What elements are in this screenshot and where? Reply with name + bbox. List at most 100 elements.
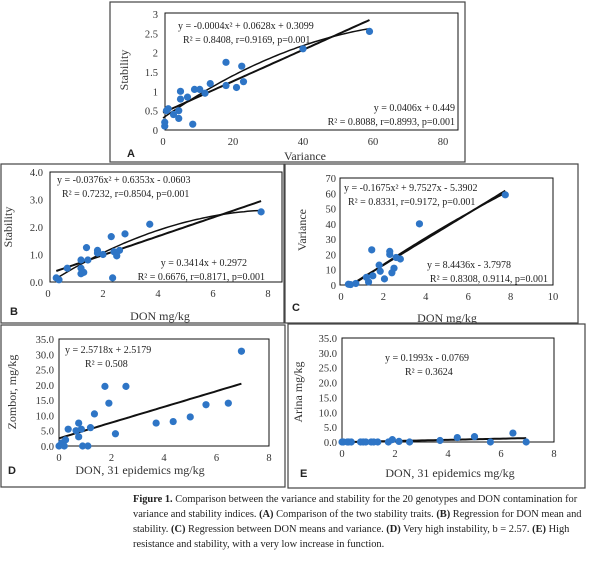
caption-text: Regression for DON mean and stability. [133, 509, 582, 535]
regression-equation: y = 0.3414x + 0.2972 [161, 258, 247, 269]
caption-ref-d: (D) [386, 524, 401, 535]
data-point [84, 442, 92, 450]
x-tick-label: 8 [266, 453, 271, 464]
x-tick-label: 10 [548, 292, 559, 303]
x-tick-label: 6 [498, 449, 503, 460]
data-point [80, 268, 88, 276]
data-point [111, 430, 120, 438]
plot-area [58, 338, 270, 447]
regression-equation: y = 2.5718x + 2.5179 [65, 345, 151, 356]
y-tick-label: 0.0 [324, 438, 337, 449]
data-point [79, 442, 87, 450]
y-tick-label: 10.0 [36, 411, 54, 422]
y-tick-label: 3.0 [30, 196, 43, 207]
panel-frame [284, 163, 579, 324]
data-point [224, 399, 232, 407]
data-point [63, 264, 71, 272]
data-point [99, 250, 107, 259]
y-tick-label: 35.0 [319, 334, 337, 345]
panel-a: 0 20 40 60 80 0 0.5 1 1.5 2 2.5 3 y = -0.0004x² + 0.… [109, 1, 466, 163]
regression-stats: R² = 0.8331, r=0.9172, p=0.001 [348, 197, 475, 208]
y-tick-label: 3 [153, 10, 158, 21]
y-tick-label: 20 [326, 250, 337, 261]
y-tick-label: 1 [153, 87, 158, 98]
data-point [368, 246, 376, 254]
regression-equation: y = -0.1675x² + 9.7527x - 5.3902 [344, 183, 477, 194]
data-point [196, 85, 204, 93]
x-tick-label: 2 [392, 449, 397, 460]
y-tick-label: 25.0 [36, 366, 54, 377]
data-point [362, 438, 370, 446]
y-tick-label: 2 [153, 49, 158, 60]
data-point [152, 419, 160, 427]
data-point [415, 220, 424, 228]
x-tick-label: 2 [381, 292, 386, 303]
data-point [101, 382, 109, 390]
data-point [201, 89, 209, 97]
data-point [105, 399, 113, 407]
data-point [522, 438, 530, 446]
regression-stats: R² = 0.8308, 0.9114, p=0.001 [430, 274, 548, 285]
data-point [169, 417, 177, 426]
caption-ref-e: (E) [532, 524, 546, 535]
data-point [75, 433, 83, 441]
data-point [107, 233, 115, 241]
y-tick-label: 35.0 [36, 335, 54, 346]
x-tick-label: 8 [551, 449, 556, 460]
caption-text: High resistance and stability, with a ve… [133, 524, 570, 550]
x-tick-label: 2 [109, 453, 114, 464]
panel-label: B [10, 306, 18, 318]
x-tick-label: 8 [508, 292, 513, 303]
panel-label: A [127, 148, 135, 160]
data-point [84, 256, 92, 264]
data-point [238, 62, 246, 70]
data-point [257, 208, 265, 216]
x-tick-label: 4 [161, 453, 167, 464]
x-axis-title: Variance [284, 149, 326, 163]
data-point [388, 436, 396, 444]
data-point [77, 425, 85, 433]
data-point [222, 58, 230, 66]
caption-text: Comparison of the two stability traits. [273, 509, 437, 520]
data-point [115, 246, 124, 254]
data-point [75, 419, 83, 427]
plot-area [164, 12, 459, 131]
panel-label: C [292, 302, 300, 314]
regression-stats: R² = 0.6676, r=0.8171, p=0.001 [138, 272, 265, 283]
caption-ref-a: (A) [259, 509, 274, 520]
x-tick-label: 80 [438, 137, 449, 148]
data-point [509, 429, 517, 437]
data-point [237, 347, 246, 355]
y-tick-label: 50 [326, 205, 337, 216]
regression-stats: R² = 0.508 [85, 359, 128, 370]
data-point [486, 438, 494, 446]
y-tick-label: 0 [331, 281, 336, 292]
y-tick-label: 0 [153, 126, 158, 137]
data-point [60, 442, 68, 450]
regression-equation: y = 0.1993x - 0.0769 [385, 353, 469, 364]
panel-frame [0, 163, 285, 324]
data-point [175, 114, 183, 122]
data-point [61, 436, 70, 444]
regression-stats: R² = 0.7232, r=0.8504, p=0.001 [62, 189, 189, 200]
y-tick-label: 0.0 [41, 442, 54, 453]
data-point [436, 436, 444, 445]
x-tick-label: 0 [338, 292, 343, 303]
y-tick-label: 20.0 [36, 381, 54, 392]
y-tick-label: 4.0 [30, 168, 43, 179]
data-point [183, 93, 192, 101]
x-axis-title: DON, 31 epidemics mg/kg [75, 463, 204, 477]
data-point [369, 272, 377, 280]
x-tick-label: 8 [265, 289, 270, 300]
caption-ref-c: (C) [171, 524, 186, 535]
x-tick-label: 40 [298, 137, 309, 148]
data-point [501, 191, 509, 199]
data-point [109, 274, 117, 282]
panel-frame [0, 324, 286, 488]
y-tick-label: 70 [326, 174, 337, 185]
panel-frame [109, 1, 466, 163]
data-point [82, 244, 91, 252]
data-point [93, 249, 102, 257]
regression-equation: y = 8.4436x - 3.7978 [427, 260, 511, 271]
panel-b: 0 2 4 6 8 0.0 1.0 2.0 3.0 4.0 y = -0.0376x² + 0.63… [0, 163, 285, 324]
